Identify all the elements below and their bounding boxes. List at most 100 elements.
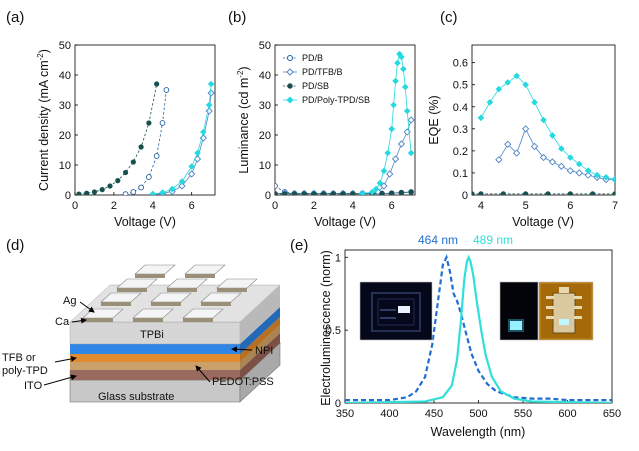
data-point	[207, 80, 215, 88]
x-tick-label: 450	[425, 408, 443, 420]
peak-label-464: 464 nm	[418, 233, 458, 247]
label-ito: ITO	[24, 380, 43, 392]
label-ag: Ag	[63, 295, 76, 307]
panel-label-a: (a)	[6, 9, 24, 26]
data-point	[584, 167, 592, 175]
data-point	[130, 159, 136, 165]
legend-item-pd-b: PD/B	[283, 53, 323, 63]
data-point	[611, 176, 615, 183]
series-line	[78, 83, 158, 195]
data-point	[138, 144, 144, 150]
inset-photo-device-cyan	[499, 281, 539, 341]
chart-current-density: 0 2 4 6 0 10 20 30 40 50 Voltage (V) Current dens…	[36, 40, 216, 229]
legend-marker-open-circle	[287, 55, 293, 61]
data-point	[91, 189, 98, 195]
y-tick-label: 0.4	[453, 102, 468, 114]
electrode-pad	[134, 264, 176, 278]
x-tick-label: 6	[567, 200, 573, 212]
legend-label: PD/Poly-TPD/SB	[302, 95, 370, 105]
data-point	[379, 190, 385, 195]
y-axis-label-end: )	[37, 49, 51, 53]
x-tick-label: 500	[469, 408, 487, 420]
y-tick-label: 20	[59, 130, 71, 142]
data-point	[130, 189, 137, 195]
electrode-pad	[216, 278, 258, 292]
y-tick-label: 0.3	[453, 124, 468, 136]
data-point	[472, 191, 475, 195]
label-glass-substrate: Glass substrate	[98, 391, 174, 403]
legend-marker-filled-circle	[287, 83, 293, 89]
data-point	[282, 191, 288, 195]
y-tick-label: 0.6	[453, 58, 468, 70]
data-point	[500, 191, 506, 195]
arrow	[231, 346, 253, 353]
y-tick-label: 0.5	[326, 325, 341, 337]
data-point	[523, 191, 529, 195]
data-point	[275, 183, 278, 189]
data-point	[178, 178, 186, 185]
x-axis-label: Wavelength (nm)	[431, 425, 526, 439]
data-point	[545, 191, 551, 195]
htl-layer-side	[240, 317, 280, 362]
x-tick-label: 350	[336, 408, 354, 420]
data-point	[398, 53, 405, 61]
data-point	[567, 154, 574, 161]
data-point	[376, 179, 384, 187]
data-point	[504, 79, 512, 86]
data-point	[380, 167, 388, 175]
data-point	[530, 142, 539, 151]
data-point	[368, 188, 376, 195]
panel-label-c: (c)	[440, 9, 458, 26]
data-point	[122, 169, 129, 176]
data-point	[566, 167, 574, 175]
arrow	[79, 301, 95, 313]
data-point	[531, 99, 538, 106]
data-point	[188, 170, 196, 178]
data-point	[149, 190, 157, 195]
y-tick-label: 0	[335, 398, 341, 410]
data-point	[548, 158, 557, 166]
label-ca: Ca	[55, 316, 70, 328]
electrode-pad	[166, 278, 208, 292]
x-tick-label: 6	[389, 200, 395, 212]
x-tick-label: 2	[111, 200, 117, 212]
data-point	[558, 145, 565, 152]
data-point	[486, 99, 494, 106]
y-tick-label: 40	[59, 70, 71, 82]
legend-label: PD/B	[302, 53, 323, 63]
y-tick-label: 0	[65, 190, 71, 202]
electrode-pad	[132, 308, 174, 322]
legend-marker-open-diamond	[286, 68, 294, 76]
data-point	[549, 132, 556, 139]
electrode-pad	[182, 308, 224, 322]
y-tick-label: 30	[59, 100, 71, 112]
y-axis-label: Electroluminescence (norm)	[319, 250, 333, 406]
y-tick-label: 0	[462, 190, 468, 202]
data-point	[388, 125, 395, 133]
data-point	[205, 101, 213, 109]
plot-area	[472, 72, 615, 195]
data-point	[138, 184, 144, 191]
inset-photo-device-lit	[538, 281, 594, 341]
y-tick-label: 0.2	[453, 146, 468, 158]
data-point	[390, 101, 397, 109]
data-point	[311, 191, 317, 195]
data-point	[389, 190, 395, 195]
data-point	[199, 134, 207, 142]
y-axis-label: EQE (%)	[427, 95, 441, 144]
arrow	[71, 317, 87, 324]
data-point	[330, 191, 336, 195]
data-point	[200, 128, 207, 136]
data-point	[612, 191, 615, 195]
series-line	[480, 75, 615, 180]
data-point	[396, 50, 403, 58]
x-axis-label: Voltage (V)	[314, 215, 376, 229]
data-point	[513, 149, 521, 157]
y-axis-label: Current density (mA cm-2)	[36, 49, 51, 191]
plot-area	[275, 50, 415, 195]
x-tick-label: 2	[311, 200, 317, 212]
legend-item-pd-poly-tpd-sb: PD/Poly-TPD/SB	[283, 95, 370, 105]
x-tick-label: 4	[150, 200, 156, 212]
data-point	[107, 183, 113, 189]
